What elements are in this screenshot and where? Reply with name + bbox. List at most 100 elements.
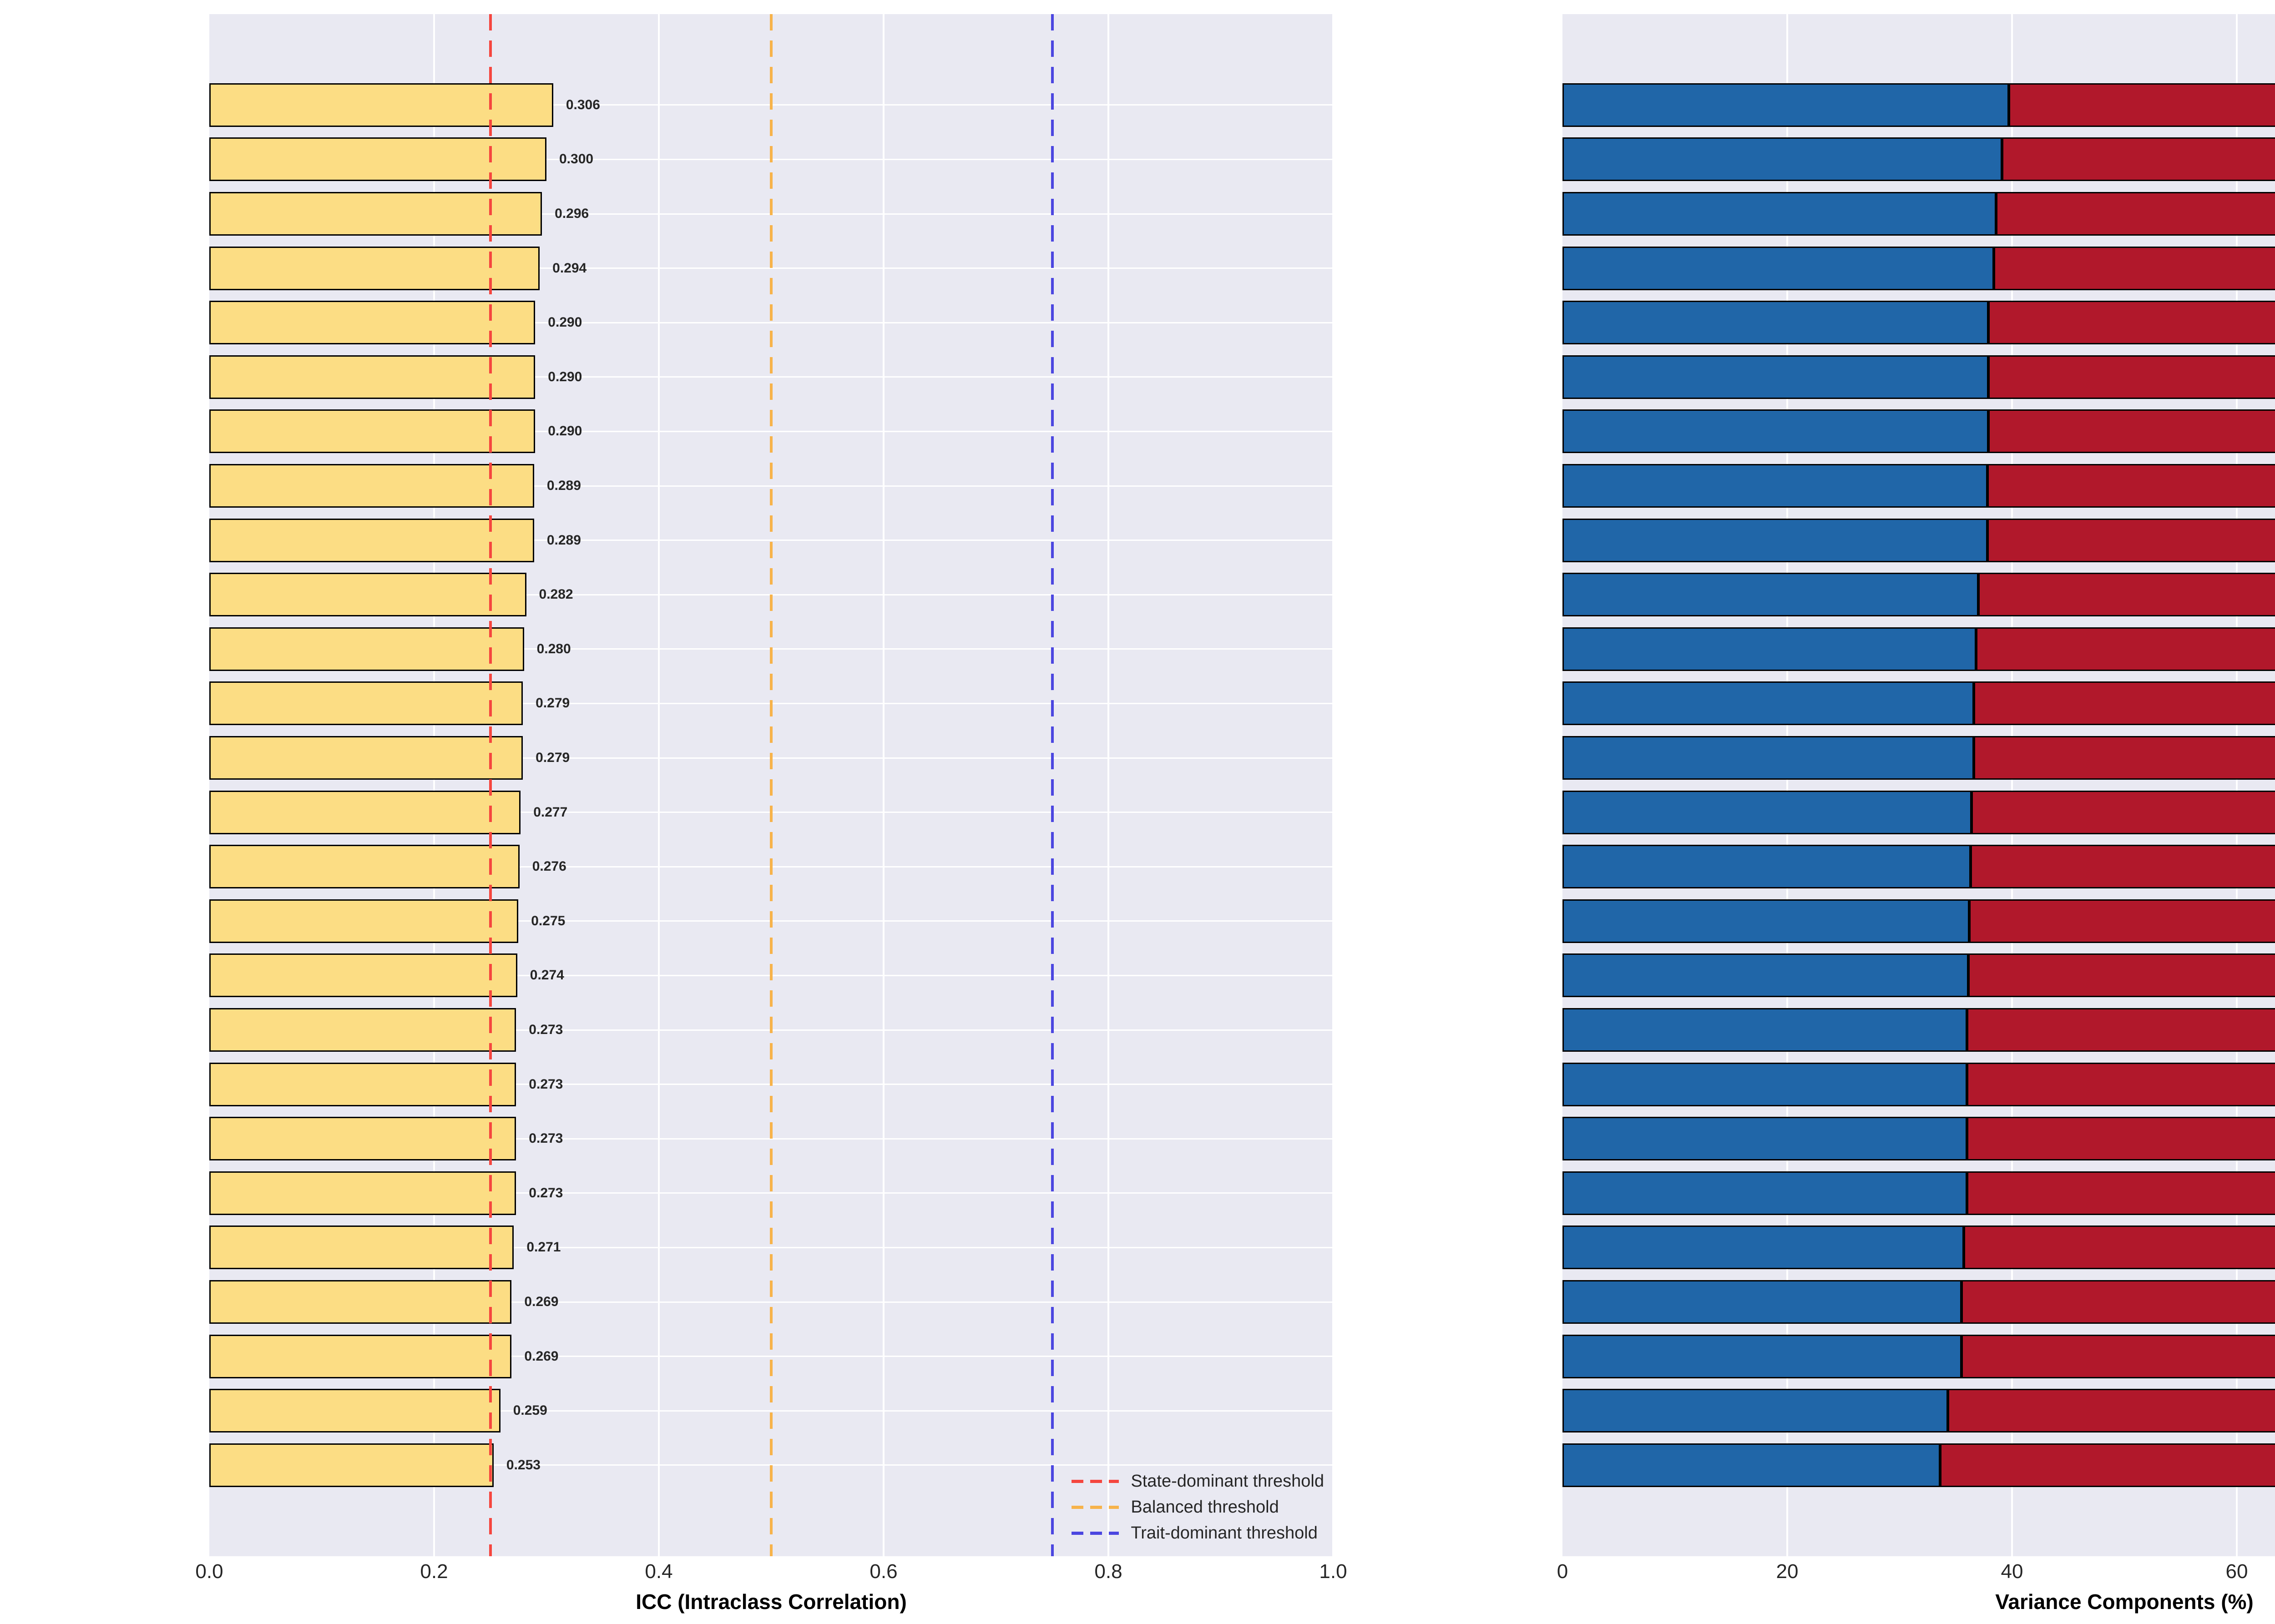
state-bar-segment xyxy=(1940,1443,2275,1487)
icc-value-label: 0.253 xyxy=(506,1457,541,1473)
balanced-threshold-line xyxy=(770,14,773,1556)
trait-bar-segment xyxy=(1562,736,1974,780)
icc-bar xyxy=(209,736,523,780)
icc-bar xyxy=(209,464,534,508)
icc-bar xyxy=(209,1334,512,1378)
trait-dominant-threshold-line xyxy=(1051,14,1054,1556)
icc-value-label: 0.289 xyxy=(546,478,581,493)
legend-item-label: Trait-dominant threshold xyxy=(1131,1523,1318,1543)
icc-value-label: 0.271 xyxy=(526,1240,561,1255)
x-tick-label: 0.6 xyxy=(870,1560,898,1583)
state-bar-segment xyxy=(1974,736,2275,780)
icc-value-label: 0.300 xyxy=(559,151,594,167)
icc-value-label: 0.275 xyxy=(531,913,566,928)
trait-bar-segment xyxy=(1562,246,1994,290)
trait-bar-segment xyxy=(1562,1226,1964,1270)
state-bar-segment xyxy=(1978,573,2275,617)
state-bar-segment xyxy=(1961,1280,2275,1324)
x-tick-label: 40 xyxy=(2001,1560,2023,1583)
icc-bar xyxy=(209,1117,516,1161)
state-bar-segment xyxy=(1988,409,2275,454)
icc-plot-area: 0.306 0.300 0.296 0.294 0.290 0.290 0.290 0.289… xyxy=(209,14,1334,1556)
icc-bar xyxy=(209,137,546,182)
legend-item-state-dominant-threshold: State-dominant threshold xyxy=(1072,1472,1324,1491)
icc-bar xyxy=(209,1062,516,1106)
state-bar-segment xyxy=(2008,83,2275,127)
trait-bar-segment xyxy=(1562,953,1968,998)
icc-bar xyxy=(209,246,540,290)
trait-bar-segment xyxy=(1562,1062,1967,1106)
trait-bar-segment xyxy=(1562,790,1972,834)
state-bar-segment xyxy=(1976,627,2275,671)
state-bar-segment xyxy=(1987,518,2275,562)
icc-bar xyxy=(209,1171,516,1215)
trait-bar-segment xyxy=(1562,137,2002,182)
icc-bar xyxy=(209,518,534,562)
icc-value-label: 0.273 xyxy=(529,1185,563,1200)
icc-value-label: 0.290 xyxy=(548,424,582,439)
vertical-gridline xyxy=(2236,14,2238,1556)
icc-bar xyxy=(209,192,542,236)
icc-value-label: 0.273 xyxy=(529,1076,563,1092)
state-bar-segment xyxy=(1988,301,2275,345)
x-tick-label: 0.4 xyxy=(645,1560,673,1583)
icc-bar xyxy=(209,845,520,889)
dashed-line-swatch xyxy=(1072,1532,1119,1535)
icc-axis-title: ICC (Intraclass Correlation) xyxy=(636,1590,907,1614)
x-tick-label: 0.0 xyxy=(195,1560,223,1583)
variance-plot-area xyxy=(1562,14,2275,1556)
icc-value-label: 0.277 xyxy=(533,804,568,820)
trait-bar-segment xyxy=(1562,518,1987,562)
vertical-gridline xyxy=(1786,14,1788,1556)
trait-bar-segment xyxy=(1562,681,1974,726)
trait-bar-segment xyxy=(1562,1334,1962,1378)
trait-bar-segment xyxy=(1562,899,1970,943)
state-bar-segment xyxy=(1967,1171,2275,1215)
vertical-gridline xyxy=(658,14,660,1556)
icc-value-label: 0.269 xyxy=(524,1348,559,1364)
icc-value-label: 0.273 xyxy=(529,1131,563,1146)
dashed-line-swatch xyxy=(1072,1480,1119,1483)
trait-bar-segment xyxy=(1562,1443,1940,1487)
icc-value-label: 0.289 xyxy=(546,532,581,548)
trait-bar-segment xyxy=(1562,83,2009,127)
x-tick-label: 1.0 xyxy=(1319,1560,1347,1583)
trait-bar-segment xyxy=(1562,627,1976,671)
trait-bar-segment xyxy=(1562,1389,1948,1433)
state-bar-segment xyxy=(1996,192,2275,236)
state-bar-segment xyxy=(1961,1334,2275,1378)
icc-value-label: 0.296 xyxy=(555,206,589,221)
state-bar-segment xyxy=(1974,681,2275,726)
icc-value-label: 0.306 xyxy=(566,97,600,112)
state-bar-segment xyxy=(1963,1226,2275,1270)
state-bar-segment xyxy=(1967,1062,2275,1106)
state-bar-segment xyxy=(1967,1008,2275,1052)
icc-value-label: 0.274 xyxy=(530,968,564,983)
icc-value-label: 0.280 xyxy=(536,641,571,656)
vertical-gridline xyxy=(433,14,435,1556)
state-dominant-threshold-line xyxy=(489,14,492,1556)
state-bar-segment xyxy=(1988,355,2275,399)
legend-item-balanced-threshold: Balanced threshold xyxy=(1072,1498,1279,1517)
legend-item-trait-dominant-threshold: Trait-dominant threshold xyxy=(1072,1523,1318,1543)
icc-bar xyxy=(209,1280,512,1324)
trait-bar-segment xyxy=(1562,1171,1967,1215)
vertical-gridline xyxy=(1107,14,1109,1556)
x-tick-label: 20 xyxy=(1776,1560,1799,1583)
trait-bar-segment xyxy=(1562,464,1987,508)
icc-bar xyxy=(209,409,536,454)
dashed-line-swatch xyxy=(1072,1506,1119,1509)
icc-value-label: 0.269 xyxy=(524,1294,559,1309)
icc-value-label: 0.276 xyxy=(532,859,566,874)
legend-item-label: State-dominant threshold xyxy=(1131,1472,1324,1491)
icc-bar xyxy=(209,1226,514,1270)
state-bar-segment xyxy=(1948,1389,2275,1433)
state-bar-segment xyxy=(2002,137,2275,182)
trait-bar-segment xyxy=(1562,192,1997,236)
icc-value-label: 0.294 xyxy=(552,260,587,276)
icc-threshold-legend: State-dominant threshold Balanced thresho… xyxy=(1072,1472,1324,1543)
vertical-gridline xyxy=(2011,14,2013,1556)
icc-value-label: 0.279 xyxy=(536,750,570,765)
trait-bar-segment xyxy=(1562,301,1989,345)
x-tick-label: 60 xyxy=(2225,1560,2248,1583)
